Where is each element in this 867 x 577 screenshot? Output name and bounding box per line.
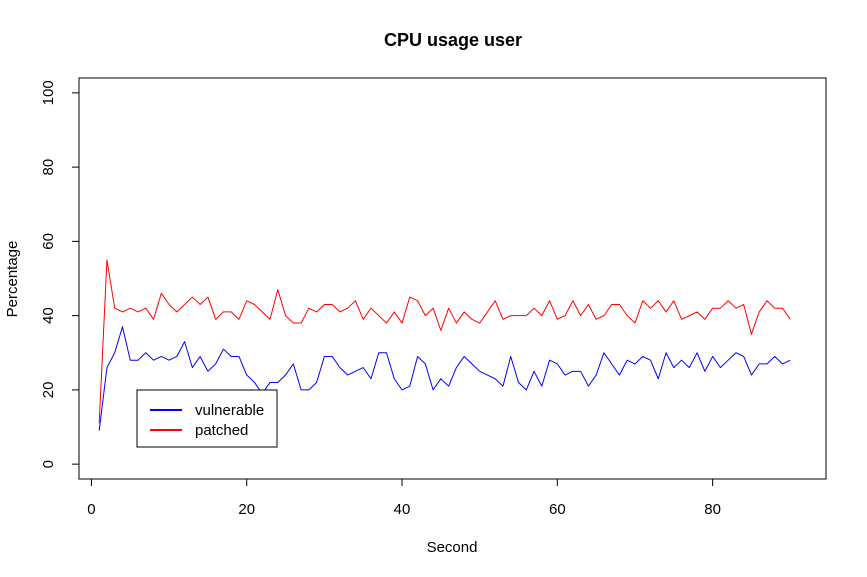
y-tick-label: 80	[40, 159, 57, 176]
series-line-patched	[98, 259, 791, 424]
y-tick-label: 0	[40, 460, 57, 468]
legend-box	[136, 389, 278, 448]
series-lines	[98, 259, 791, 431]
x-tick-label: 80	[704, 501, 721, 518]
legend-label-patched: patched	[195, 422, 248, 439]
legend-label-vulnerable: vulnerable	[195, 402, 264, 419]
legend: vulnerable patched	[136, 389, 278, 448]
chart-title: CPU usage user	[384, 30, 522, 50]
y-axis-label: Percentage	[4, 241, 21, 318]
y-tick-label: 40	[40, 307, 57, 324]
x-axis-label: Second	[427, 539, 478, 556]
x-axis: 0 20 40 60 80	[87, 478, 721, 518]
x-tick-label: 60	[549, 501, 566, 518]
x-tick-label: 20	[238, 501, 255, 518]
y-tick-label: 60	[40, 233, 57, 250]
x-tick-label: 40	[394, 501, 411, 518]
y-tick-label: 20	[40, 382, 57, 399]
x-tick-label: 0	[87, 501, 95, 518]
series-line-vulnerable	[98, 326, 791, 431]
y-tick-label: 100	[40, 80, 57, 105]
y-axis: 0 20 40 60 80 100	[40, 80, 80, 468]
